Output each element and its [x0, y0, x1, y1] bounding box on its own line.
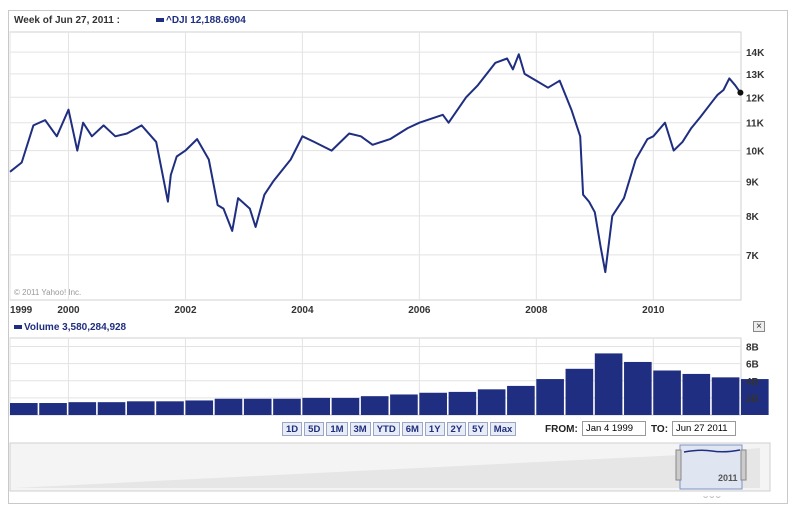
range-max-button[interactable]: Max [489, 422, 517, 436]
volume-bar [565, 368, 594, 415]
volume-label: Volume [24, 322, 60, 333]
dji-symbol: ^DJI [166, 15, 188, 26]
price-x-tick-label: 2010 [642, 305, 665, 316]
volume-bar [448, 391, 477, 415]
price-x-tick-label: 2006 [408, 305, 431, 316]
price-y-tick-label: 13K [746, 70, 765, 81]
navigator [9, 442, 771, 492]
price-y-tick-label: 7K [746, 251, 760, 262]
price-grid [9, 31, 742, 301]
price-x-tick-label: 2002 [174, 305, 197, 316]
volume-bar [39, 403, 67, 415]
week-label: Week of Jun 27, 2011 : [14, 15, 120, 26]
volume-bar [156, 401, 184, 415]
range-ytd-button[interactable]: YTD [372, 422, 400, 436]
volume-bar [243, 398, 272, 415]
volume-bar [390, 394, 418, 415]
series-swatch [156, 18, 164, 23]
volume-bar [419, 392, 447, 415]
volume-bar [68, 402, 97, 415]
range-1y-button[interactable]: 1Y [424, 422, 445, 436]
volume-bar [360, 396, 389, 415]
volume-y-tick-label: 2B [746, 394, 759, 405]
volume-y-tick-label: 6B [746, 360, 759, 371]
volume-bar [214, 398, 243, 415]
volume-legend: Volume 3,580,284,928 [14, 322, 126, 333]
range-5y-button[interactable]: 5Y [468, 422, 488, 436]
copyright-text: © 2011 Yahoo! Inc. [14, 288, 82, 297]
volume-y-tick-label: 4B [746, 377, 759, 388]
volume-y-tick-label: 8B [746, 343, 759, 354]
price-x-tick-label: 2008 [525, 305, 548, 316]
price-y-tick-label: 11K [746, 119, 765, 130]
last-value-marker [737, 89, 744, 96]
range-5d-button[interactable]: 5D [304, 422, 325, 436]
price-y-tick-label: 9K [746, 177, 760, 188]
price-y-tick-label: 12K [746, 93, 765, 104]
volume-bar [97, 402, 126, 415]
navigator-left-handle [675, 449, 682, 481]
navigator-mini-line [683, 449, 741, 453]
volume-bar [185, 400, 214, 415]
dji-value: 12,188.6904 [190, 15, 246, 26]
close-volume-button[interactable]: × [753, 321, 765, 332]
dji-legend: ^DJI 12,188.6904 [156, 15, 246, 26]
dji-series-line [9, 53, 742, 274]
price-x-tick-label: 2004 [291, 305, 314, 316]
volume-bar [594, 353, 623, 415]
price-x-tick-label: 2000 [57, 305, 80, 316]
price-y-tick-label: 14K [746, 48, 765, 59]
volume-bar [536, 379, 564, 415]
navigator-year-label: 2011 [718, 473, 738, 483]
volume-bar [126, 401, 155, 415]
volume-axis: 2B 4B 6B 8B [746, 343, 759, 405]
volume-bar [711, 377, 740, 415]
volume-bars [10, 353, 769, 415]
navigator-area [14, 448, 760, 488]
volume-bar [741, 379, 769, 415]
to-date-input[interactable] [672, 421, 736, 436]
range-3m-button[interactable]: 3M [349, 422, 371, 436]
volume-bar [302, 397, 331, 415]
range-6m-button[interactable]: 6M [401, 422, 423, 436]
volume-bar [331, 397, 360, 415]
to-label: TO: [651, 424, 669, 435]
volume-bar [273, 398, 301, 415]
navigator-selection [679, 444, 743, 490]
from-label: FROM: [545, 424, 578, 435]
price-x-tick-label: 1999 [10, 305, 33, 316]
range-buttons: 1D 5D 1M 3M YTD 6M 1Y 2Y 5Y Max [282, 422, 517, 436]
volume-bar [682, 373, 711, 415]
navigator-right-handle [740, 449, 747, 481]
volume-bar [624, 361, 652, 415]
navigator-grip[interactable]: ⌣⌣⌣ [703, 492, 722, 501]
price-y-tick-label: 10K [746, 147, 765, 158]
volume-value: 3,580,284,928 [62, 322, 127, 333]
volume-swatch [14, 325, 22, 330]
range-1d-button[interactable]: 1D [282, 422, 303, 436]
volume-bar [653, 370, 681, 415]
volume-bar [10, 403, 38, 415]
price-axis: 7K 8K 9K 10K 11K 12K 13K 14K 1999 2000 2002 2004 200… [10, 48, 765, 316]
range-2y-button[interactable]: 2Y [446, 422, 467, 436]
range-1m-button[interactable]: 1M [326, 422, 348, 436]
price-line [9, 53, 744, 274]
volume-bar [507, 385, 535, 415]
volume-bar [477, 389, 506, 415]
from-date-input[interactable] [582, 421, 646, 436]
chart-frame [8, 10, 788, 504]
price-plot-border [9, 31, 742, 301]
price-y-tick-label: 8K [746, 212, 760, 223]
